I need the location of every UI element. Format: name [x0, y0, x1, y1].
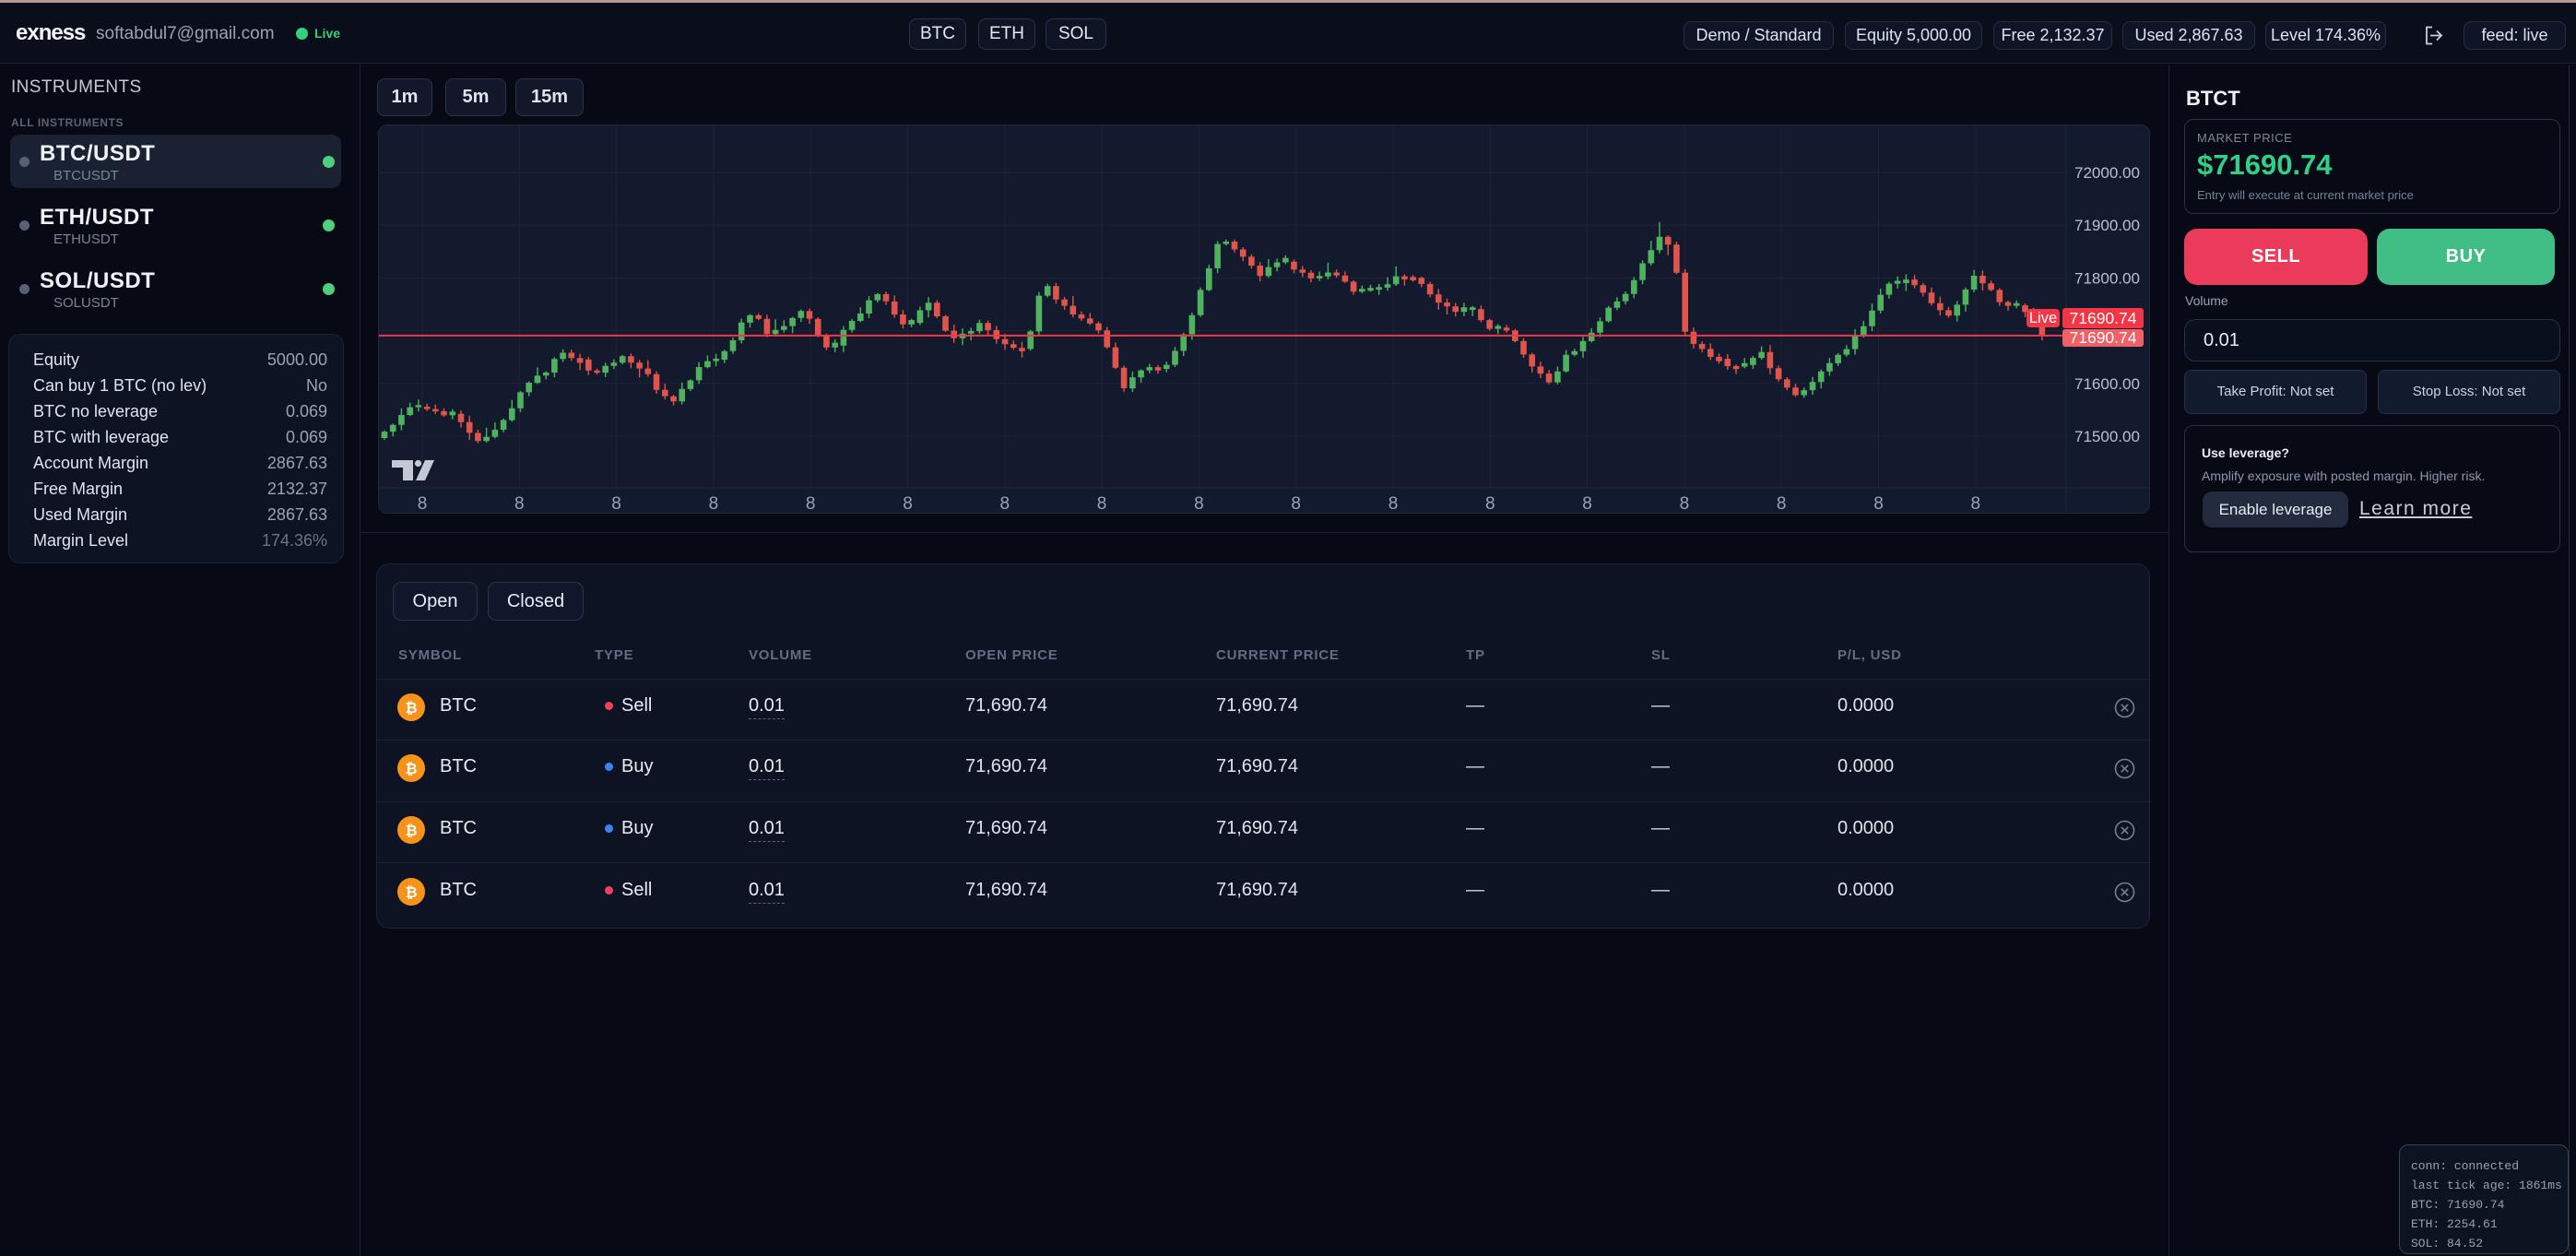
svg-text:8: 8 [1582, 494, 1592, 514]
svg-text:8: 8 [1680, 494, 1690, 514]
svg-text:8: 8 [1388, 494, 1399, 514]
svg-text:72000.00: 72000.00 [2074, 164, 2140, 182]
svg-text:8: 8 [1000, 494, 1010, 514]
svg-text:71690.74: 71690.74 [2070, 309, 2137, 327]
svg-text:71900.00: 71900.00 [2074, 217, 2140, 234]
svg-text:71690.74: 71690.74 [2070, 328, 2137, 347]
svg-text:Live: Live [2029, 310, 2057, 326]
svg-text:8: 8 [1291, 494, 1301, 514]
svg-text:8: 8 [709, 494, 719, 514]
svg-text:8: 8 [1097, 494, 1107, 514]
svg-text:8: 8 [1873, 494, 1884, 514]
svg-text:8: 8 [611, 494, 621, 514]
svg-text:8: 8 [1777, 494, 1787, 514]
svg-text:8: 8 [903, 494, 913, 514]
svg-text:8: 8 [418, 494, 428, 514]
svg-text:71600.00: 71600.00 [2074, 375, 2140, 393]
svg-text:71800.00: 71800.00 [2074, 269, 2140, 287]
svg-text:₿: ₿ [405, 823, 417, 839]
svg-text:8: 8 [1485, 494, 1495, 514]
svg-text:₿: ₿ [405, 700, 417, 717]
svg-text:8: 8 [1971, 494, 1981, 514]
svg-text:8: 8 [806, 494, 816, 514]
svg-text:8: 8 [514, 494, 525, 514]
svg-text:₿: ₿ [405, 884, 417, 901]
svg-text:71500.00: 71500.00 [2074, 428, 2140, 445]
svg-text:₿: ₿ [405, 761, 417, 777]
svg-text:8: 8 [1194, 494, 1204, 514]
